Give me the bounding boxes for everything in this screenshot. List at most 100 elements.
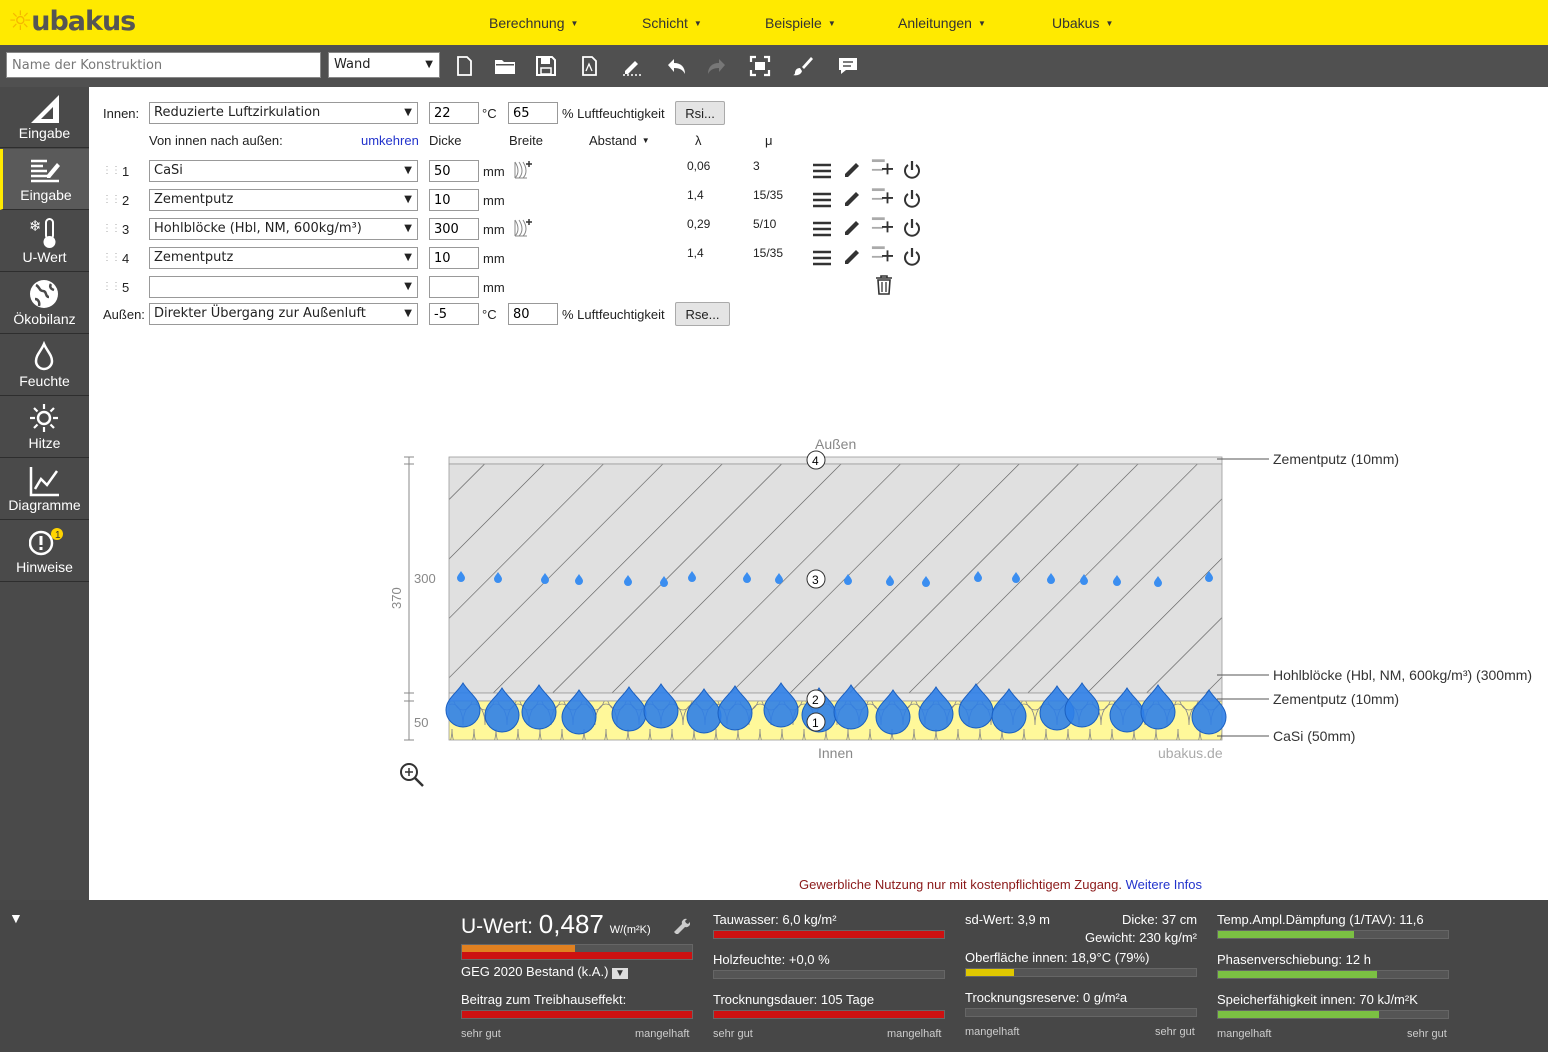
aussen-temperature-input[interactable]	[429, 303, 479, 325]
comment-icon[interactable]	[837, 55, 859, 77]
layer-marker-2[interactable]: 2	[806, 689, 826, 709]
menu-icon[interactable]	[811, 218, 833, 240]
save-icon[interactable]	[535, 55, 557, 77]
zoom-in-icon[interactable]	[400, 763, 424, 787]
drag-handle-icon[interactable]: ⋮⋮	[102, 252, 121, 263]
insert-layer-icon[interactable]	[871, 244, 893, 266]
more-info-link[interactable]: Weitere Infos	[1125, 877, 1202, 892]
sidebar-item-eingabe-geometry[interactable]: Eingabe	[0, 87, 89, 148]
sidebar-item-feuchte[interactable]: Feuchte	[0, 335, 89, 396]
new-file-icon[interactable]	[453, 55, 475, 77]
construction-name-input[interactable]	[6, 52, 321, 78]
reverse-link[interactable]: umkehren	[361, 133, 419, 148]
layers-edit-icon	[31, 159, 60, 183]
menu-icon[interactable]	[811, 160, 833, 182]
nav-schicht[interactable]: Schicht ▼	[642, 15, 702, 31]
layer-marker-4[interactable]: 4	[806, 450, 826, 470]
layer-mu: 3	[753, 159, 760, 173]
drag-handle-icon[interactable]: ⋮⋮	[102, 281, 121, 292]
layer-lambda: 1,4	[687, 188, 704, 202]
layer-material-select[interactable]: Hohlblöcke (Hbl, NM, 600kg/m³) ▼	[149, 218, 418, 240]
edit-pencil-icon[interactable]	[841, 188, 863, 210]
globe-icon	[30, 280, 58, 308]
nav-ubakus[interactable]: Ubakus ▼	[1052, 15, 1114, 31]
layer-material-select[interactable]: Zementputz ▼	[149, 247, 418, 269]
layer-material-select[interactable]: Zementputz ▼	[149, 189, 418, 211]
innen-condition-select[interactable]: Reduzierte Luftzirkulation ▼	[149, 102, 418, 124]
moisture-drop	[1154, 576, 1162, 587]
fit-screen-icon[interactable]	[749, 55, 771, 77]
construction-type-select[interactable]: Wand ▼	[328, 52, 440, 78]
menu-icon[interactable]	[811, 189, 833, 211]
layer-thickness-input[interactable]	[429, 276, 479, 298]
edit-icon[interactable]	[621, 55, 643, 77]
insert-layer-icon[interactable]	[871, 157, 893, 179]
power-toggle-icon[interactable]	[901, 246, 923, 268]
aussen-condition-select[interactable]: Direkter Übergang zur Außenluft ▼	[149, 303, 418, 325]
sidebar-item-u-wert[interactable]: ❄ U-Wert	[0, 211, 89, 272]
sun-icon	[30, 404, 58, 432]
edit-pencil-icon[interactable]	[841, 159, 863, 181]
layer-marker-3[interactable]: 3	[806, 569, 826, 589]
drag-handle-icon[interactable]: ⋮⋮	[102, 194, 121, 205]
logo[interactable]: ☼ubakus	[8, 6, 136, 37]
layer-4-zementputz[interactable]	[448, 456, 1223, 465]
layer-thickness-input[interactable]	[429, 189, 479, 211]
edit-pencil-icon[interactable]	[841, 217, 863, 239]
hint-count-badge: 1	[55, 530, 61, 541]
chart-icon	[29, 467, 59, 497]
nav-berechnung[interactable]: Berechnung ▼	[489, 15, 579, 31]
pdf-icon[interactable]	[578, 55, 600, 77]
drag-handle-icon[interactable]: ⋮⋮	[102, 165, 121, 176]
nav-anleitungen[interactable]: Anleitungen ▼	[898, 15, 986, 31]
rsi-button[interactable]: Rsi...	[675, 101, 725, 125]
add-inhomogeneous-icon[interactable]	[513, 216, 535, 238]
innen-temperature-input[interactable]	[429, 102, 479, 124]
insert-layer-icon[interactable]	[871, 186, 893, 208]
wrench-icon[interactable]	[672, 916, 690, 934]
insert-layer-icon[interactable]	[871, 215, 893, 237]
nav-beispiele[interactable]: Beispiele ▼	[765, 15, 836, 31]
sidebar-item-diagramme[interactable]: Diagramme	[0, 459, 89, 520]
order-label: Von innen nach außen:	[149, 133, 283, 148]
trash-icon[interactable]	[873, 274, 895, 296]
sidebar-item-hitze[interactable]: Hitze	[0, 397, 89, 458]
geg-standard[interactable]: GEG 2020 Bestand (k.A.) ▼	[461, 964, 628, 979]
edit-pencil-icon[interactable]	[841, 246, 863, 268]
moisture-drop	[494, 572, 502, 583]
redo-icon[interactable]	[706, 55, 728, 77]
layer-marker-1[interactable]: 1	[806, 712, 826, 732]
power-toggle-icon[interactable]	[901, 217, 923, 239]
layer-thickness-input[interactable]	[429, 247, 479, 269]
innen-humidity-input[interactable]	[508, 102, 558, 124]
add-inhomogeneous-icon[interactable]	[513, 158, 535, 180]
aussen-humidity-input[interactable]	[508, 303, 558, 325]
moisture-drop	[958, 683, 994, 729]
layer-material-select[interactable]: CaSi ▼	[149, 160, 418, 182]
greenhouse-bar	[461, 1010, 693, 1019]
layer-thickness-input[interactable]	[429, 160, 479, 182]
sidebar-item-eingabe[interactable]: Eingabe	[0, 149, 89, 210]
callout-layer-4: Zementputz (10mm)	[1273, 451, 1399, 467]
sidebar-item-oekobilanz[interactable]: Ökobilanz	[0, 273, 89, 334]
drag-handle-icon[interactable]: ⋮⋮	[102, 223, 121, 234]
layer-3-hohlbloecke[interactable]	[448, 463, 1223, 694]
power-toggle-icon[interactable]	[901, 188, 923, 210]
layer-material-select[interactable]: ▼	[149, 276, 418, 298]
dimension-total: 370	[389, 587, 404, 609]
power-toggle-icon[interactable]	[901, 159, 923, 181]
paint-brush-icon[interactable]	[792, 55, 814, 77]
layer-number: 1	[122, 164, 130, 179]
sidebar-item-hinweise[interactable]: 1 Hinweise	[0, 521, 89, 582]
rse-button[interactable]: Rse...	[675, 302, 730, 326]
wood-moisture-result: Holzfeuchte: +0,0 %	[713, 952, 830, 967]
open-folder-icon[interactable]	[494, 55, 516, 77]
col-abstand[interactable]: Abstand ▼	[589, 133, 650, 148]
layer-thickness-input[interactable]	[429, 218, 479, 240]
collapse-toggle-icon[interactable]: ▼	[9, 910, 23, 926]
top-bar: ☼ubakus Berechnung ▼ Schicht ▼ Beispiele ▼ …	[0, 0, 1548, 45]
menu-icon[interactable]	[811, 247, 833, 269]
condensate-result: Tauwasser: 6,0 kg/m²	[713, 912, 837, 927]
layer-2-zementputz[interactable]	[448, 692, 1223, 702]
undo-icon[interactable]	[665, 55, 687, 77]
